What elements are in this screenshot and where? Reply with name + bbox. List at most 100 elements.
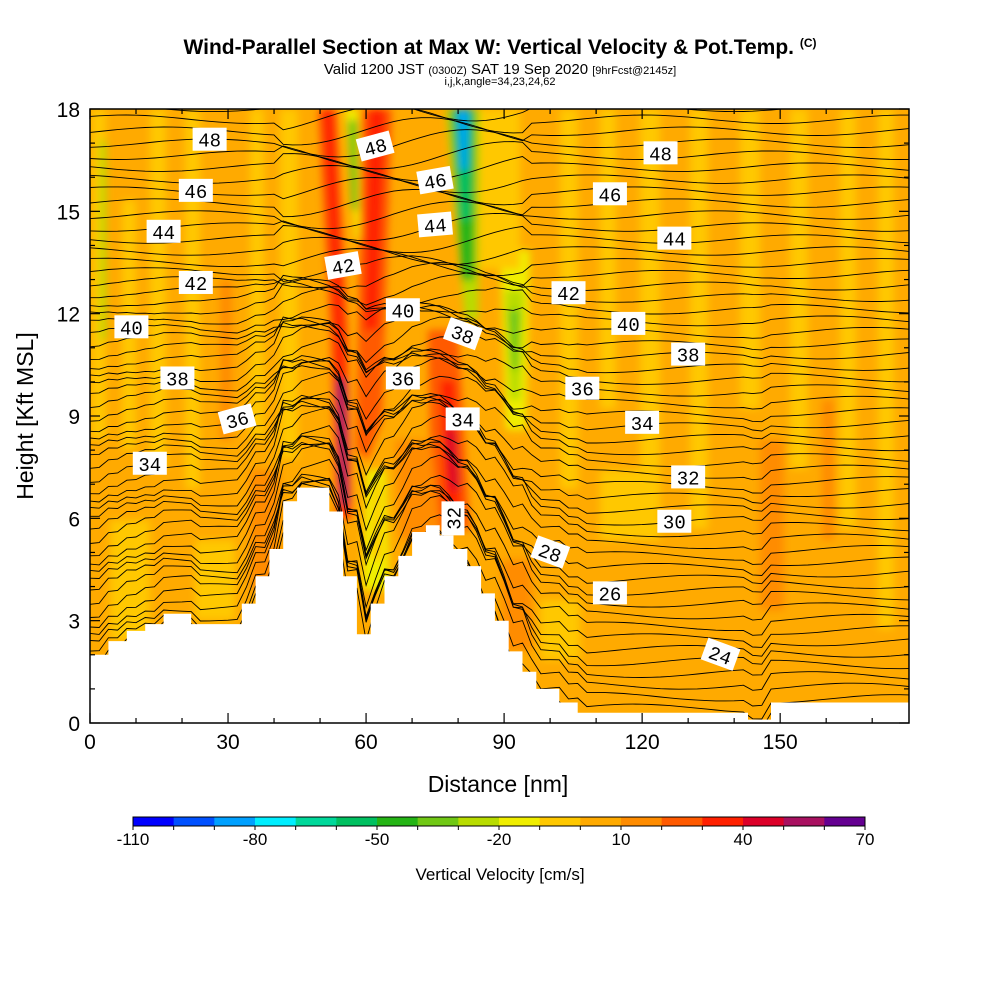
contour-label: 38: [442, 317, 483, 351]
theta-contour-line: [90, 189, 909, 218]
contour-label: 26: [592, 581, 627, 606]
contour-label-box: [417, 211, 453, 238]
theta-contour-line: [90, 442, 909, 596]
contour-label-box: [565, 376, 600, 400]
contour-label-box: [592, 182, 627, 206]
vertical-velocity-field: [92, 109, 894, 660]
contour-label-box: [643, 141, 678, 165]
colorbar-swatch: [702, 817, 744, 826]
contour-label-box: [132, 451, 167, 475]
theta-contour-line: [90, 200, 909, 230]
colorbar-swatch: [783, 817, 825, 826]
contour-label-text: 48: [649, 144, 672, 166]
contour-label-text: 46: [184, 182, 207, 204]
colorbar-swatch: [621, 817, 663, 826]
contour-label-text: 42: [184, 274, 207, 296]
contour-label: 30: [657, 509, 692, 535]
contour-label: 48: [192, 127, 227, 153]
theta-contour-line: [90, 458, 909, 648]
contour-label: 40: [114, 315, 149, 340]
theta-contour-line: [90, 476, 909, 678]
contour-label-text: 40: [120, 318, 143, 340]
x-tick-label: 60: [354, 731, 377, 754]
contour-label-box: [551, 281, 586, 305]
theta-contour-line: [90, 248, 909, 277]
contour-label-text: 44: [423, 215, 448, 239]
contour-label-box: [178, 270, 213, 294]
y-tick-label: 0: [68, 713, 80, 736]
contour-label-box: [416, 165, 454, 195]
colorbar-tick-label: -50: [365, 830, 390, 849]
contour-label-text: 32: [444, 507, 466, 530]
contour-label-box: [671, 342, 706, 366]
x-tick-label: 30: [216, 731, 239, 754]
contour-label: 42: [178, 270, 213, 296]
contour-label-text: 46: [422, 170, 448, 196]
y-tick-label: 15: [57, 201, 80, 224]
valid-time: Valid 1200 JST: [323, 61, 425, 78]
theta-contour-line: [90, 394, 909, 538]
contour-label-text: 44: [663, 230, 686, 252]
contour-label: 34: [132, 451, 167, 477]
y-axis: 0 36 9 12 15 18: [57, 99, 909, 736]
theta-contour-line: [90, 236, 909, 266]
contour-label: 44: [417, 211, 453, 239]
theta-contour-line: [90, 322, 909, 410]
contour-label: 34: [625, 410, 660, 436]
contour-label: 38: [160, 366, 195, 391]
contour-label-text: 38: [166, 369, 189, 391]
colorbar-tick-label: 70: [856, 830, 875, 849]
y-tick-label: 6: [68, 508, 80, 531]
contour-label-text: 32: [677, 468, 700, 490]
contour-label: 42: [551, 281, 586, 306]
contour-label-text: 34: [631, 414, 654, 436]
theta-contour-line: [90, 441, 909, 585]
theta-contour-line: [90, 398, 909, 551]
contour-label-box: [657, 226, 692, 250]
contour-label-box: [442, 317, 483, 351]
y-tick-label: 18: [57, 99, 80, 122]
theta-contour-line: [422, 109, 443, 110]
chart-title: Wind-Parallel Section at Max W: Vertical…: [0, 36, 1000, 60]
contour-label: 44: [657, 226, 692, 252]
contour-label-text: 34: [451, 410, 474, 432]
colorbar: -110 -80 -50 -20 10 40 70: [117, 816, 875, 849]
theta-contour-line: [90, 272, 909, 306]
colorbar-swatch: [214, 817, 256, 826]
colorbar-tick-label: -110: [117, 830, 150, 849]
valid-utc: (0300Z): [428, 65, 467, 77]
theta-contour-line: [90, 274, 909, 315]
theta-contour-line: [90, 391, 909, 504]
contour-label: 32: [671, 465, 706, 490]
colorbar-swatch: [499, 817, 541, 826]
contour-label-text: 34: [138, 455, 161, 477]
y-tick-label: 9: [68, 406, 80, 429]
theta-contour-line: [90, 316, 909, 385]
contour-label-text: 26: [599, 584, 622, 606]
theta-contour-line: [90, 357, 909, 444]
x-tick-label: 150: [763, 731, 798, 754]
colorbar-swatch: [824, 817, 866, 826]
contour-label: 28: [530, 535, 571, 569]
colorbar-tick-label: 10: [612, 830, 631, 849]
contour-label-text: 44: [152, 223, 175, 245]
theta-contour-line: [160, 109, 787, 122]
theta-contour-line: [90, 316, 909, 397]
y-tick-label: 12: [57, 304, 80, 327]
x-tick-label: 120: [625, 731, 660, 754]
colorbar-label: Vertical Velocity [cm/s]: [415, 865, 584, 884]
theta-contour-line: [90, 360, 909, 481]
theta-contour-line: [90, 109, 909, 134]
colorbar-swatch: [580, 817, 622, 826]
contour-label: 36: [565, 376, 600, 402]
theta-contour-line: [90, 165, 909, 194]
x-axis-label: Distance [nm]: [428, 771, 569, 797]
contour-label: 48: [643, 141, 678, 166]
contour-label-box: [445, 407, 480, 431]
contour-label-box: [385, 298, 420, 322]
theta-contour-line: [90, 278, 909, 327]
contour-label: 46: [178, 178, 213, 204]
colorbar-swatch: [295, 817, 337, 826]
chart-indices: i,j,k,angle=34,23,24,62: [444, 76, 556, 88]
contour-label-box: [700, 637, 741, 671]
